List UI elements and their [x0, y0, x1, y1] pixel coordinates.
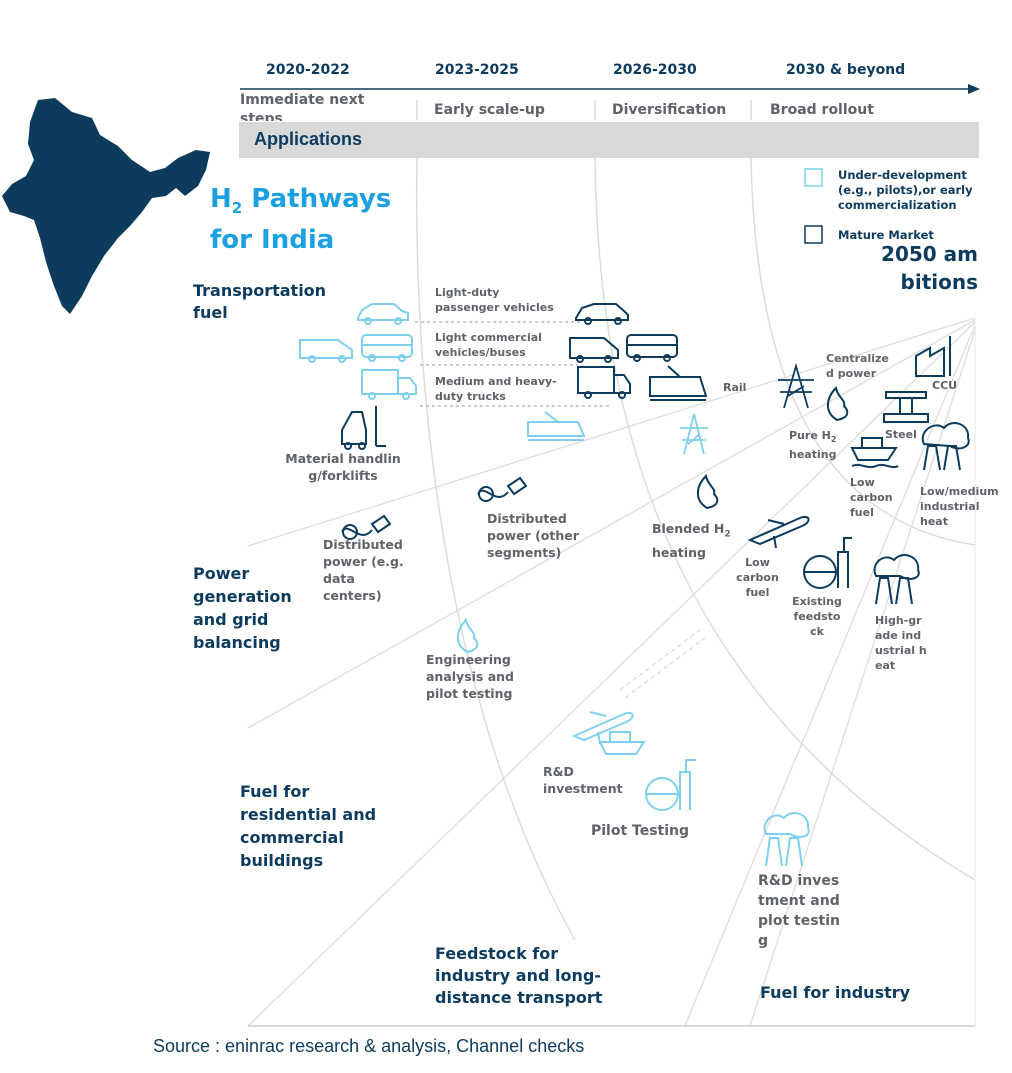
stage-label: Broad rollout: [770, 102, 874, 118]
ship-icon: [598, 731, 646, 755]
forklift-icon: [341, 406, 386, 450]
legend-mature-swatch: [804, 225, 823, 244]
ship-icon: [850, 437, 899, 469]
phase-label: 2026-2030: [613, 62, 697, 78]
factory-icon: [763, 812, 810, 867]
legend-under-development-label: Under-development (e.g., pilots),or earl…: [838, 168, 973, 212]
label-blended-heating: Blended H2 heating: [652, 521, 731, 560]
label-low-carbon-fuel-2: Low carbon fuel: [736, 556, 779, 599]
applications-band: Applications: [239, 122, 979, 158]
applications-label: Applications: [254, 129, 363, 149]
plug-icon: [477, 476, 528, 502]
category-feedstock: Feedstock for industry and long-distance…: [435, 944, 603, 1007]
factory-icon: [921, 422, 970, 471]
label-low-medium-heat: Low/medium industrial heat: [920, 485, 999, 528]
page-title: H2 Pathways for India: [210, 184, 392, 256]
factory-icon: [915, 336, 951, 377]
plug-icon: [341, 514, 392, 540]
pylon-icon: [778, 362, 814, 409]
airplane-icon: [747, 516, 810, 549]
label-light-commercial: Light commercial vehicles/buses: [435, 331, 542, 359]
stage-label: Diversification: [612, 102, 727, 118]
label-rd-pilot: R&D investment and plot testing: [758, 873, 840, 949]
india-map: [2, 98, 210, 314]
legend-mature-label: Mature Market: [838, 228, 934, 242]
phase-label: 2023-2025: [435, 62, 519, 78]
source-note: Source : eninrac research & analysis, Ch…: [153, 1036, 585, 1056]
label-distributed-dc: Distributed power (e.g. data centers): [323, 537, 404, 603]
factory-icon: [873, 554, 920, 605]
label-steel: Steel: [885, 428, 917, 441]
phase-label: 2020-2022: [266, 62, 350, 78]
car-icon: [357, 303, 409, 325]
flame-icon: [456, 617, 479, 654]
category-residential: Fuel for residential and commercial buil…: [240, 782, 377, 870]
steel-icon: [883, 391, 929, 423]
train-icon: [649, 365, 708, 401]
pylon-icon: [680, 413, 708, 455]
bus-icon: [626, 334, 678, 362]
category-industry-fuel: Fuel for industry: [760, 983, 911, 1002]
tank-icon: [803, 537, 852, 589]
ambitions-heading: 2050 ambitions: [881, 242, 978, 294]
label-centralized-power: Centralized power: [826, 352, 889, 380]
flame-icon: [826, 385, 849, 422]
category-transport: Transportation fuel: [193, 281, 327, 322]
phase-label: 2030 & beyond: [786, 62, 906, 78]
train-icon: [527, 411, 586, 441]
label-pilot-testing: Pilot Testing: [591, 823, 690, 839]
van-icon: [569, 337, 619, 363]
category-power: Power generation and grid balancing: [193, 564, 292, 652]
tank-icon: [645, 759, 696, 811]
stage-label: Immediate next steps: [240, 92, 365, 121]
label-light-duty: Light-duty passenger vehicles: [435, 286, 554, 314]
label-rd-investment: R&D investment: [543, 764, 623, 796]
label-pure-heating: Pure H2 heating: [789, 429, 837, 462]
bus-icon: [361, 334, 413, 362]
truck-icon: [577, 366, 631, 399]
label-existing-feedstock: Existing feedstock: [792, 595, 842, 638]
label-distributed-other: Distributed power (other segments): [487, 511, 579, 560]
label-high-grade-heat: High-grade industrial heat: [875, 614, 927, 672]
radiating-spokes: [247, 317, 976, 1027]
truck-icon: [361, 369, 417, 400]
timeline-arrowhead: [968, 84, 980, 94]
label-low-carbon-fuel-1: Low carbon fuel: [850, 476, 893, 519]
label-ccu: CCU: [932, 379, 958, 392]
airplane-icon: [571, 711, 634, 745]
label-material-handling: Material handling/forklifts: [285, 451, 401, 483]
label-medium-heavy: Medium and heavy-duty trucks: [435, 375, 557, 403]
label-engineering: Engineering analysis and pilot testing: [426, 652, 515, 701]
label-rail: Rail: [723, 381, 747, 394]
van-icon: [299, 339, 353, 363]
stage-label: Early scale-up: [434, 102, 545, 118]
flame-icon: [696, 473, 719, 510]
car-icon: [575, 303, 629, 325]
legend-under-development-swatch: [804, 168, 823, 187]
timeline-arcs: [415, 157, 976, 941]
